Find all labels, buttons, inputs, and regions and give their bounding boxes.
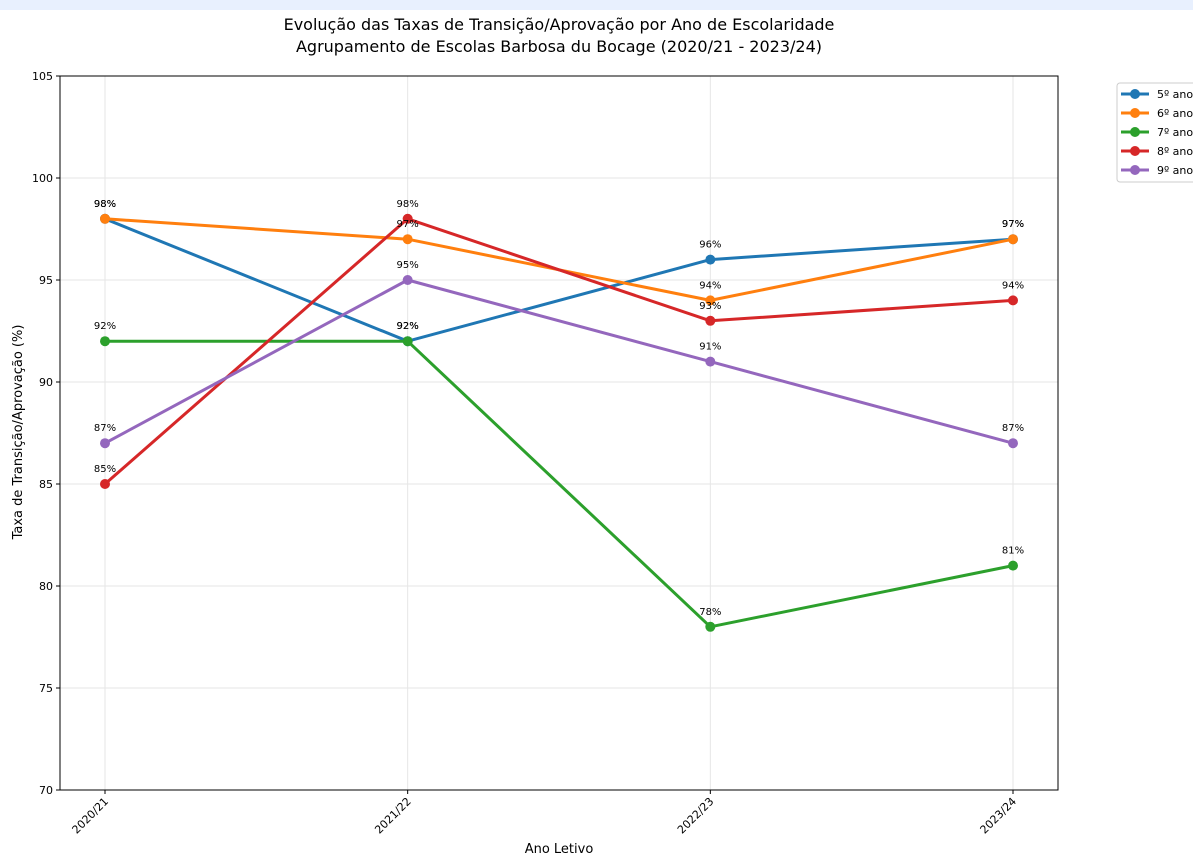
plot-frame	[59, 75, 1059, 791]
series-line	[103, 217, 1015, 486]
x-tick-label: 2020/21	[70, 795, 112, 837]
series-line	[103, 217, 1015, 343]
data-label: 97%	[1002, 219, 1024, 230]
data-label: 78%	[699, 607, 721, 618]
grid	[60, 75, 1058, 791]
legend-swatch-marker	[1130, 146, 1140, 156]
legend-swatch-marker	[1130, 165, 1140, 175]
series-line	[103, 278, 1015, 445]
data-label: 97%	[397, 219, 419, 230]
data-point	[1008, 438, 1018, 449]
y-axis-label: Taxa de Transição/Aprovação (%)	[11, 325, 26, 541]
legend-label: 9º ano	[1157, 164, 1193, 177]
y-tick-label: 70	[39, 784, 53, 797]
data-point	[100, 479, 110, 489]
data-point	[100, 336, 110, 347]
legend-swatch-marker	[1130, 127, 1140, 137]
data-point	[705, 621, 716, 632]
data-label: 92%	[94, 321, 116, 332]
chart-title: Evolução das Taxas de Transição/Aprovaçã…	[284, 15, 835, 34]
x-tick-label: 2021/22	[372, 795, 414, 837]
data-label: 94%	[1002, 280, 1024, 291]
data-point	[1008, 560, 1018, 571]
top-strip	[0, 0, 1193, 10]
y-tick-label: 85	[39, 478, 53, 491]
y-tick-label: 80	[39, 580, 53, 593]
data-label: 92%	[397, 321, 419, 332]
data-label: 94%	[699, 280, 721, 291]
data-point	[705, 254, 716, 265]
data-label: 81%	[1002, 546, 1024, 557]
legend-label: 7º ano	[1157, 126, 1193, 139]
data-point	[705, 295, 716, 306]
legend-item: 6º ano	[1121, 107, 1193, 120]
data-point	[402, 234, 413, 245]
legend-label: 8º ano	[1157, 145, 1193, 158]
data-point	[1008, 295, 1018, 306]
data-labels: 98%92%96%97%98%97%94%97%92% 92%78%81%85%9…	[94, 199, 1024, 618]
data-point	[100, 213, 110, 224]
data-label: 85%	[94, 464, 116, 475]
data-label: 97%	[1002, 219, 1024, 230]
series-2	[100, 213, 1018, 306]
series-4	[100, 213, 1018, 489]
data-point	[705, 315, 716, 326]
legend-item: 9º ano	[1121, 164, 1193, 177]
series-line	[103, 217, 1015, 302]
axes: 70 75 80 85 90 95 100 105 2020/21 2021/22 2022/23 2…	[32, 70, 1059, 837]
legend-label: 6º ano	[1157, 107, 1193, 120]
data-label: 98%	[94, 199, 116, 210]
data-label: 87%	[1002, 423, 1024, 434]
data-point	[1008, 234, 1018, 245]
chart-subtitle: Agrupamento de Escolas Barbosa du Bocage…	[296, 37, 822, 56]
y-tick-label: 95	[39, 274, 53, 287]
legend-item: 8º ano	[1121, 145, 1193, 158]
data-label: 91%	[699, 342, 721, 353]
series-layer	[100, 213, 1018, 632]
data-label: 96%	[699, 240, 721, 251]
data-point	[100, 438, 110, 449]
legend-item: 7º ano	[1121, 126, 1193, 139]
data-label: 98%	[94, 199, 116, 210]
legend-label: 5º ano	[1157, 88, 1193, 101]
legend: 5º ano 6º ano 7º ano 8º ano 9º ano	[1116, 82, 1193, 183]
data-point	[402, 213, 413, 224]
series-line	[103, 339, 1015, 629]
x-axis-label: Ano Letivo	[525, 842, 594, 855]
data-label: 92%	[397, 321, 419, 332]
data-label: 93%	[699, 301, 721, 312]
y-tick-label: 90	[39, 376, 53, 389]
data-point	[402, 336, 413, 347]
series-5	[100, 275, 1018, 449]
legend-box	[1116, 82, 1193, 183]
data-label: 98%	[397, 199, 419, 210]
data-point	[705, 356, 716, 367]
series-3	[100, 336, 1018, 632]
data-label: 87%	[94, 423, 116, 434]
y-tick-label: 100	[32, 172, 53, 185]
x-tick-label: 2023/24	[978, 795, 1020, 837]
x-tick-label: 2022/23	[675, 795, 717, 837]
y-tick-label: 75	[39, 682, 53, 695]
legend-item: 5º ano	[1121, 88, 1193, 101]
data-label: 95%	[397, 260, 419, 271]
legend-swatch-marker	[1130, 89, 1140, 99]
legend-swatch-marker	[1130, 108, 1140, 118]
y-tick-label: 105	[32, 70, 53, 83]
data-point	[402, 275, 413, 285]
